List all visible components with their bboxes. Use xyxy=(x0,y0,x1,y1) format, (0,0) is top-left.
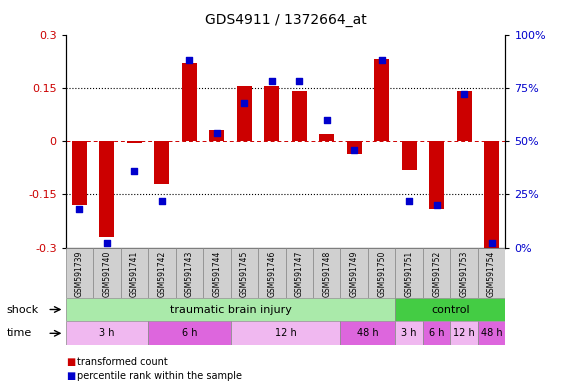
Text: GSM591751: GSM591751 xyxy=(405,250,413,297)
Bar xyxy=(66,248,93,298)
Bar xyxy=(340,321,395,345)
Bar xyxy=(66,298,395,321)
Bar xyxy=(395,298,505,321)
Bar xyxy=(395,321,423,345)
Point xyxy=(487,240,496,247)
Bar xyxy=(237,86,252,141)
Bar xyxy=(340,248,368,298)
Bar xyxy=(451,321,478,345)
Point xyxy=(102,240,111,247)
Bar xyxy=(478,321,505,345)
Bar xyxy=(231,321,340,345)
Point xyxy=(405,198,414,204)
Bar xyxy=(374,60,389,141)
Text: 6 h: 6 h xyxy=(429,328,444,338)
Point xyxy=(322,117,331,123)
Bar xyxy=(484,141,499,248)
Point xyxy=(130,168,139,174)
Bar xyxy=(292,91,307,141)
Text: percentile rank within the sample: percentile rank within the sample xyxy=(77,371,242,381)
Point xyxy=(75,206,84,212)
Text: GSM591753: GSM591753 xyxy=(460,250,469,297)
Bar xyxy=(423,248,451,298)
Bar xyxy=(423,321,451,345)
Bar xyxy=(286,248,313,298)
Bar xyxy=(176,248,203,298)
Text: GSM591739: GSM591739 xyxy=(75,250,84,297)
Text: GSM591743: GSM591743 xyxy=(185,250,194,297)
Text: GSM591747: GSM591747 xyxy=(295,250,304,297)
Text: 48 h: 48 h xyxy=(481,328,502,338)
Bar xyxy=(203,248,231,298)
Bar xyxy=(209,131,224,141)
Text: GSM591744: GSM591744 xyxy=(212,250,222,297)
Point xyxy=(295,78,304,84)
Text: 6 h: 6 h xyxy=(182,328,197,338)
Text: GSM591748: GSM591748 xyxy=(322,250,331,297)
Text: ■: ■ xyxy=(66,371,75,381)
Bar xyxy=(258,248,286,298)
Text: GSM591749: GSM591749 xyxy=(349,250,359,297)
Point xyxy=(157,198,166,204)
Text: 3 h: 3 h xyxy=(99,328,115,338)
Bar xyxy=(478,248,505,298)
Bar xyxy=(66,321,148,345)
Bar xyxy=(182,63,197,141)
Text: GSM591742: GSM591742 xyxy=(158,250,166,297)
Bar xyxy=(120,248,148,298)
Text: GSM591746: GSM591746 xyxy=(267,250,276,297)
Point xyxy=(349,147,359,153)
Bar xyxy=(154,141,170,184)
Point xyxy=(240,100,249,106)
Text: GDS4911 / 1372664_at: GDS4911 / 1372664_at xyxy=(204,13,367,27)
Text: control: control xyxy=(431,305,470,314)
Bar xyxy=(457,91,472,141)
Bar xyxy=(99,141,114,237)
Bar xyxy=(148,321,231,345)
Text: ■: ■ xyxy=(66,357,75,367)
Bar xyxy=(319,134,334,141)
Point xyxy=(212,129,222,136)
Bar xyxy=(264,86,279,141)
Text: shock: shock xyxy=(7,305,39,314)
Bar xyxy=(395,248,423,298)
Text: GSM591754: GSM591754 xyxy=(487,250,496,297)
Text: GSM591752: GSM591752 xyxy=(432,250,441,297)
Bar xyxy=(93,248,120,298)
Bar xyxy=(451,248,478,298)
Bar xyxy=(313,248,340,298)
Text: 12 h: 12 h xyxy=(453,328,475,338)
Text: GSM591741: GSM591741 xyxy=(130,250,139,297)
Bar xyxy=(347,141,362,154)
Text: 48 h: 48 h xyxy=(357,328,379,338)
Bar xyxy=(429,141,444,209)
Text: time: time xyxy=(7,328,32,338)
Bar xyxy=(401,141,417,170)
Bar xyxy=(231,248,258,298)
Point xyxy=(185,57,194,63)
Point xyxy=(432,202,441,208)
Point xyxy=(460,91,469,97)
Bar xyxy=(127,141,142,143)
Point xyxy=(377,57,386,63)
Text: 12 h: 12 h xyxy=(275,328,296,338)
Bar xyxy=(368,248,395,298)
Text: 3 h: 3 h xyxy=(401,328,417,338)
Text: GSM591740: GSM591740 xyxy=(102,250,111,297)
Text: traumatic brain injury: traumatic brain injury xyxy=(170,305,291,314)
Bar xyxy=(72,141,87,205)
Text: GSM591750: GSM591750 xyxy=(377,250,386,297)
Text: GSM591745: GSM591745 xyxy=(240,250,249,297)
Text: transformed count: transformed count xyxy=(77,357,168,367)
Point xyxy=(267,78,276,84)
Bar xyxy=(148,248,176,298)
